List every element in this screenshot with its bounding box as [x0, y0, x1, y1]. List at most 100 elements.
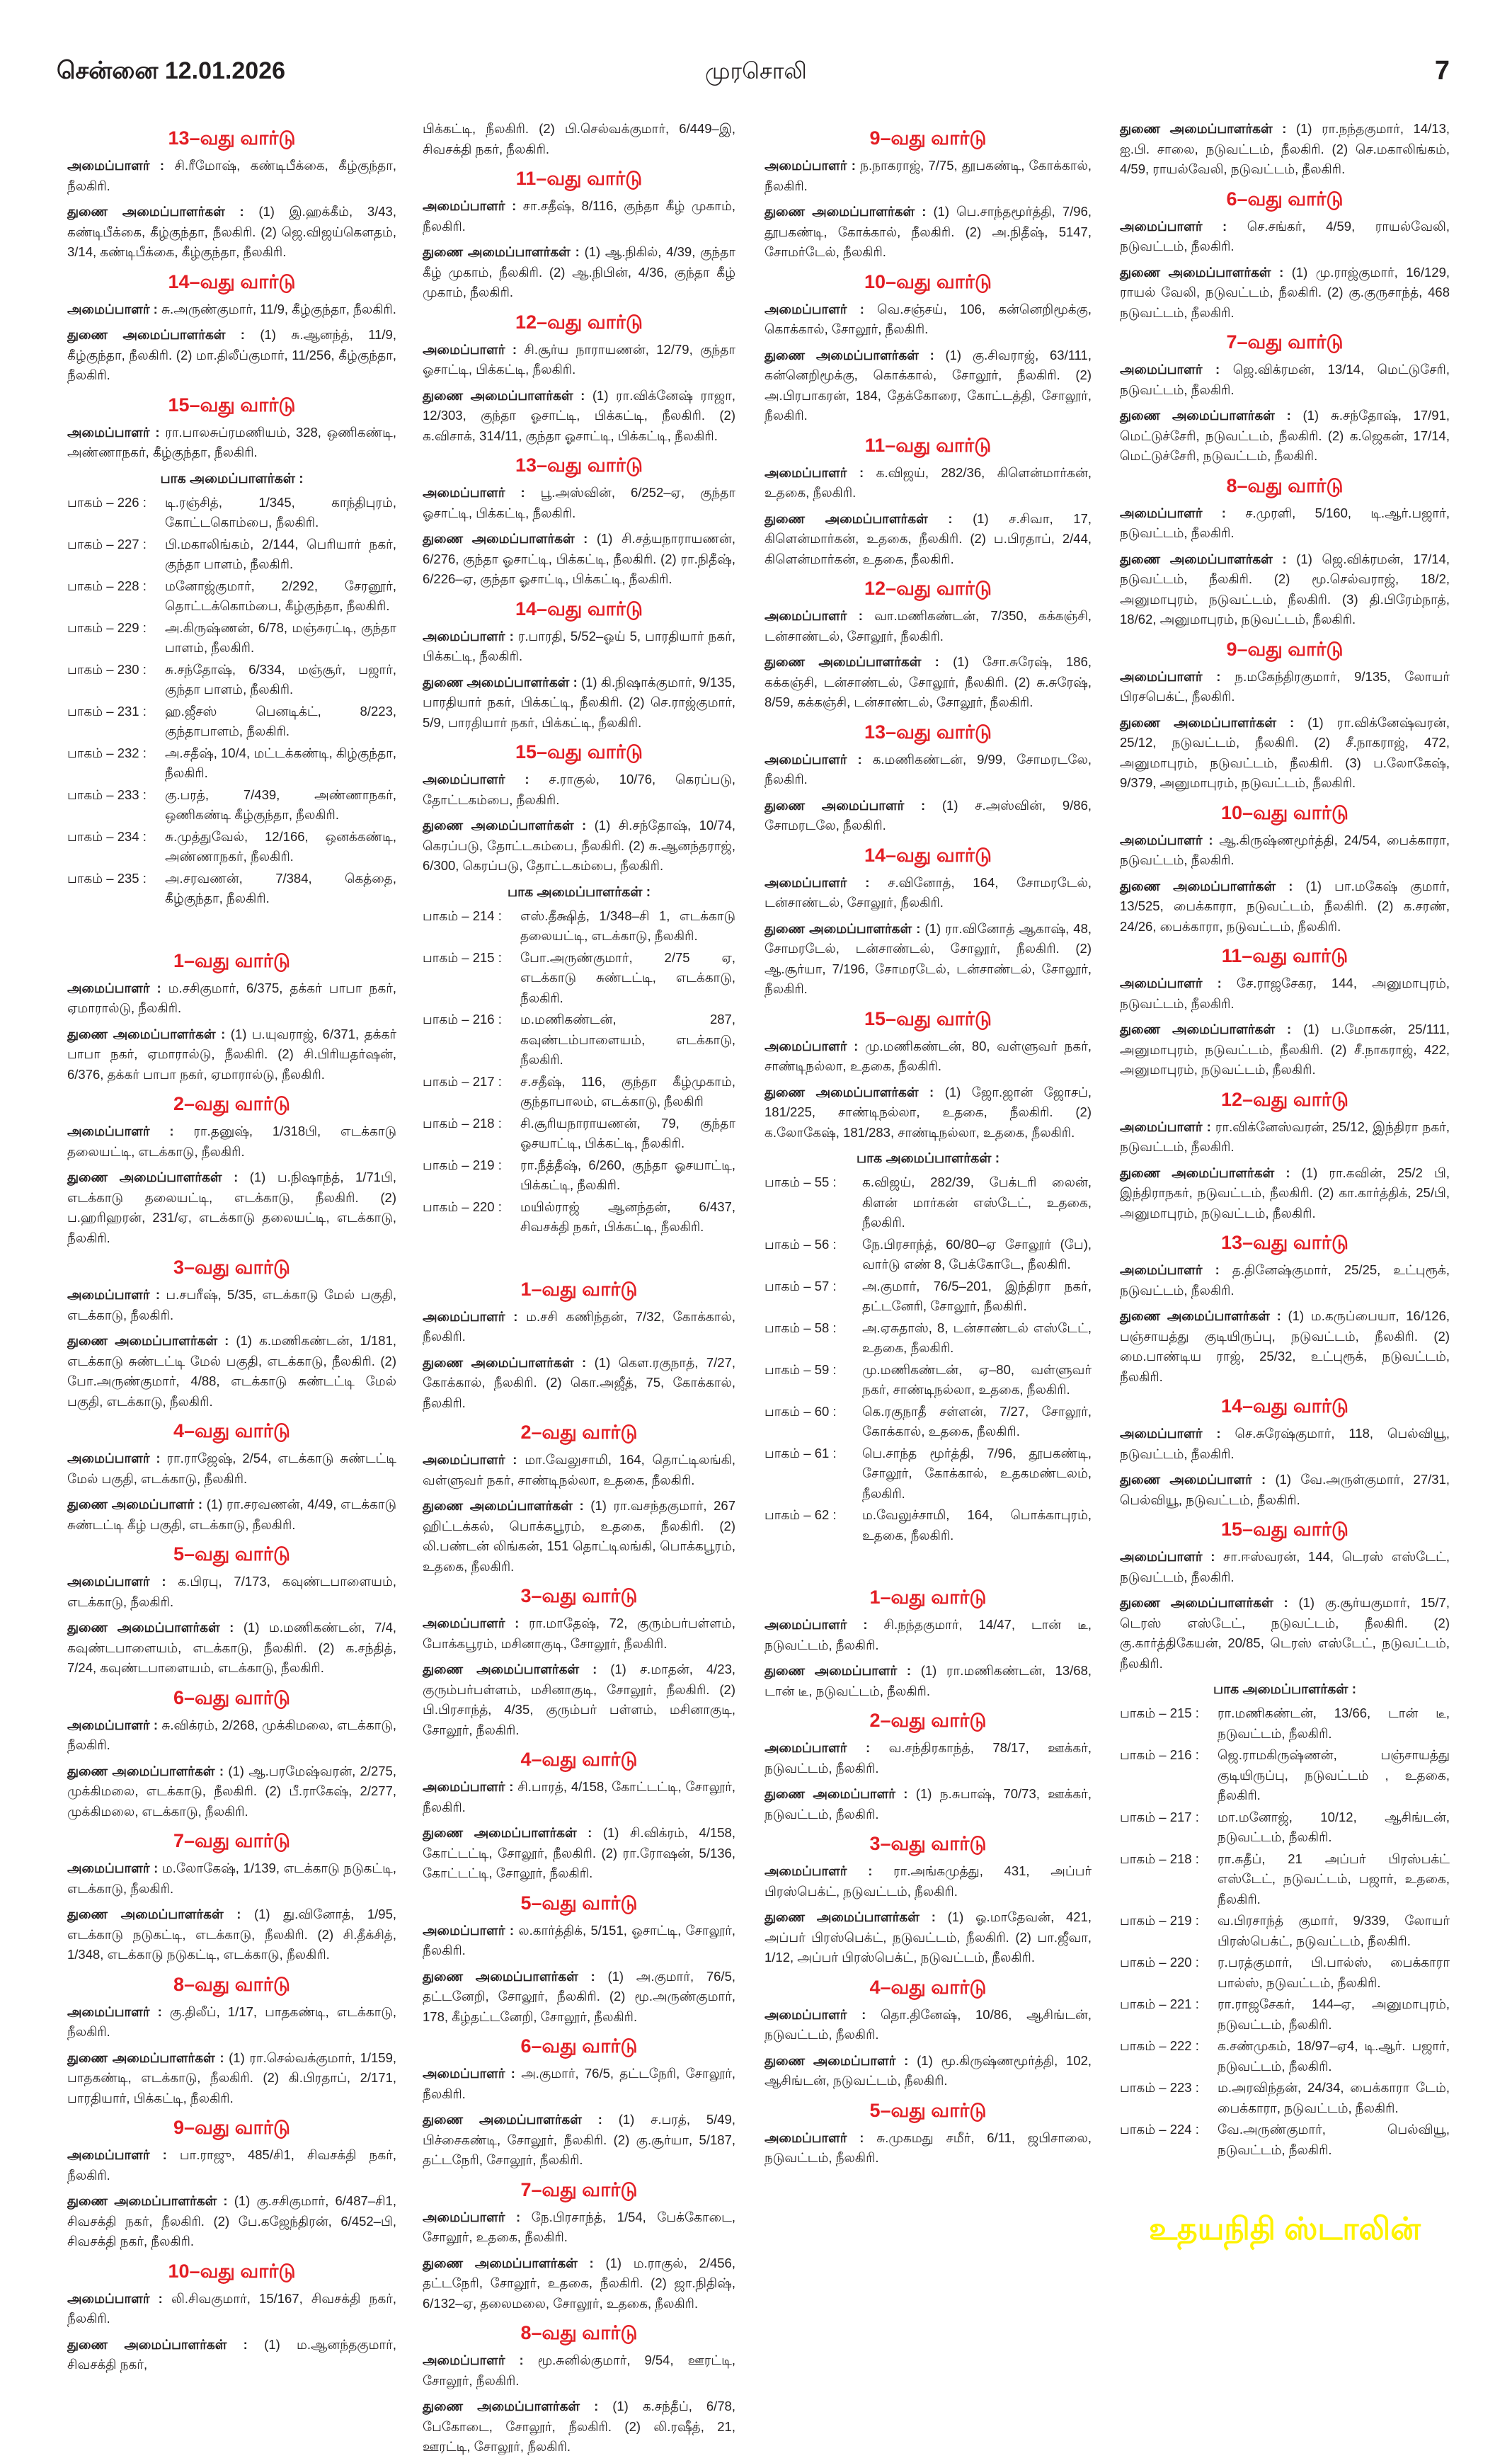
organiser-entry: துணை அமைப்பாளர்கள் : (1) ச.மாதன், 4/23, …: [423, 1659, 735, 1740]
organiser-entry: அமைப்பாளர் : க.பிரபு, 7/173, கவுண்டபாளைய…: [67, 1572, 396, 1612]
part-organiser-row: பாகம் – 220 : ர.பரத்குமார், பி.பால்ஸ், பை…: [1120, 1953, 1450, 1993]
role-label: துணை அமைப்பாளர்கள் :: [1120, 264, 1284, 280]
column-4-wrapper: துணை அமைப்பாளர்கள் : (1) ரா.நந்தகுமார், …: [1120, 119, 1450, 2249]
ward-heading: 10–வது வார்டு: [168, 2260, 296, 2282]
organiser-entry: அமைப்பாளர் : ம.சசிகுமார், 6/375, தக்கர் …: [67, 978, 396, 1019]
organiser-details: செ.சங்கர், 4/59, ராயல்வேலி, நடுவட்டம், ந…: [1120, 218, 1450, 254]
part-number: பாகம் – 215 :: [1120, 1705, 1199, 1720]
role-label: அமைப்பாளர் :: [423, 2066, 515, 2081]
organiser-entry: துணை அமைப்பாளர்கள் : (1) ஓ.மாதேவன், 421,…: [764, 1907, 1092, 1968]
ward-group: 1–வது வார்டு அமைப்பாளர் : ம.சசிகுமார், 6/…: [67, 949, 396, 2375]
organiser-entry: அமைப்பாளர் : ரா.மாதேஷ், 72, குரும்பர்பள்…: [423, 1613, 735, 1654]
ward-heading: 13–வது வார்டு: [515, 455, 643, 476]
part-organiser-row: பாகம் – 215 : போ.அருண்குமார், 2/75 ஏ, எடக…: [423, 948, 735, 1009]
organiser-details: ச.முரளி, 5/160, டி.ஆர்.பஜார், நடுவட்டம்,…: [1120, 505, 1450, 541]
role-label: துணை அமைப்பாளர்கள் :: [67, 2050, 224, 2065]
role-label: அமைப்பாளர் :: [67, 2147, 167, 2162]
organiser-details: மு.மணிகண்டன், 80, வள்ளுவர் நகர், சாண்டிந…: [764, 1038, 1092, 1074]
role-label: அமைப்பாளர் :: [423, 1452, 517, 1467]
organiser-details: கு.திலீப், 1/17, பாதகண்டி, எடக்காடு, நீல…: [67, 2004, 397, 2040]
part-organiser-details: மயில்ராஜ் ஆனந்தன், 6/437, சிவசக்தி நகர்,…: [520, 1199, 735, 1235]
part-organiser-details: ரா.சுதீப், 21 அப்பர் பிரஸ்பக்ட் எஸ்டேட்,…: [1218, 1851, 1450, 1907]
role-label: துணை அமைப்பாளர்கள் :: [67, 2336, 248, 2352]
part-organiser-row: பாகம் – 232 : அ.சதீஷ், 10/4, மட்டக்கண்டி,…: [67, 743, 396, 784]
role-label: அமைப்பாளர் :: [764, 301, 864, 316]
role-label: அமைப்பாளர் :: [1120, 362, 1220, 377]
organiser-entry: அமைப்பாளர் : த.தினேஷ்குமார், 25/25, உட்ப…: [1120, 1260, 1450, 1301]
role-label: அமைப்பாளர் :: [764, 158, 856, 173]
part-number: பாகம் – 55 :: [764, 1175, 837, 1189]
part-number: பாகம் – 220 :: [423, 1199, 502, 1214]
organiser-details: சா.ஈஸ்வரன், 144, டெரஸ் எஸ்டேட், நடுவட்டம…: [1120, 1549, 1450, 1584]
part-number: பாகம் – 220 :: [1120, 1955, 1199, 1970]
organiser-entry: துணை அமைப்பாளர்கள் : (1) ஆ.பரமேஷ்வரன், 2…: [67, 1761, 396, 1822]
organiser-details: ஜெ.விக்ரமன், 13/14, மெட்டுசேரி, நடுவட்டம…: [1120, 362, 1450, 397]
organiser-details: நே.பிரசாந்த், 1/54, பேக்கோடை, சோலூர், உத…: [423, 2209, 736, 2245]
signature: உதயநிதி ஸ்டாலின்: [1149, 2212, 1421, 2246]
part-organiser-details: அ.சதீஷ், 10/4, மட்டக்கண்டி, கிழ்குந்தா, …: [165, 745, 396, 781]
organiser-details: ம.சசி கணிந்தன், 7/32, கோக்கால், நீலகிரி.: [423, 1308, 736, 1344]
role-label: துணை அமைப்பாளர்கள் :: [423, 387, 585, 403]
role-label: அமைப்பாளர் :: [67, 2004, 162, 2019]
part-organiser-details: ஹ.ஜீசஸ் பெனடிக்ட், 8/223, குந்தாபாளம், ந…: [165, 703, 396, 739]
organiser-entry: அமைப்பாளர் : ல.கார்த்திக், 5/151, ஓசாட்ட…: [423, 1921, 735, 1961]
column-2: பிக்கட்டி, நீலகிரி. (2) பி.செல்வக்குமார்…: [423, 119, 735, 2463]
ward-heading: 8–வது வார்டு: [173, 1973, 290, 1995]
part-organiser-row: பாகம் – 222 : க.சண்முகம், 18/97–ஏ4, டி.ஆர…: [1120, 2036, 1450, 2076]
role-label: அமைப்பாளர் :: [1120, 1426, 1221, 1441]
ward-heading: 15–வது வார்டு: [864, 1007, 992, 1029]
ward-heading: 6–வது வார்டு: [520, 2035, 638, 2057]
organiser-details: (1) பா.மகேஷ் குமார், 13/525, பைக்காரா, ந…: [1120, 878, 1450, 934]
role-label: அமைப்பாளர் :: [1120, 668, 1221, 684]
part-organiser-details: வே.அருண்குமார், பெல்வியூ, நடுவட்டம், நீல…: [1218, 2122, 1450, 2157]
organiser-entry: துணை அமைப்பாளர்கள் : (1) கு.சசிகுமார், 6…: [67, 2191, 396, 2252]
organiser-details: (1) ரா.கவின், 25/2 பி, இந்திராநகர், நடுவ…: [1120, 1165, 1450, 1221]
organiser-details: ச.ராகுல், 10/76, கெரப்படு, தோட்டகம்பை, ந…: [423, 772, 736, 807]
organiser-details: (1) ஜெ.விக்ரமன், 17/14, நடுவட்டம், நீலகி…: [1120, 551, 1450, 627]
organiser-entry: அமைப்பாளர் : லி.சிவகுமார், 15/167, சிவசக…: [67, 2289, 396, 2329]
organiser-details: சி.சூர்ய நாராயணன், 12/79, குந்தா ஓசாட்டி…: [423, 341, 735, 377]
part-organiser-details: ம.மணிகண்டன், 287, கவுண்டம்பாளையம், எடக்க…: [520, 1012, 735, 1067]
organiser-details: ரா.தனுஷ், 1/318பி, எடக்காடு தலையட்டி, எட…: [67, 1124, 397, 1159]
part-organiser-details: பெ.சாந்த மூர்த்தி, 7/96, தூபகண்டி, சோலூர…: [862, 1445, 1092, 1501]
organiser-details: சி.ரீமோஷ், கண்டிபீக்கை, கீழ்குந்தா, நீலக…: [67, 158, 397, 193]
part-number: பாகம் – 219 :: [423, 1157, 502, 1172]
organiser-entry: துணை அமைப்பாளர்கள் : (1) து.வினோத், 1/95…: [67, 1904, 396, 1965]
organiser-entry: துணை அமைப்பாளர்கள் : (1) ரா.வினோத் ஆகாஷ்…: [764, 919, 1092, 1000]
organiser-details: ச.வினோத், 164, சோமரடேல், டன்சாண்டல், சோல…: [764, 874, 1092, 910]
role-label: துணை அமைப்பாளர் :: [764, 1786, 908, 1801]
ward-heading: 13–வது வார்டு: [168, 127, 296, 149]
organiser-entry: அமைப்பாளர் : சே.ராஜசேகர, 144, அனுமாபுரம்…: [1120, 973, 1450, 1014]
organiser-entry: துணை அமைப்பாளர்கள் : (1) ஜோ.ஜான் ஜோசப், …: [764, 1082, 1092, 1143]
organiser-entry: துணை அமைப்பாளர் : (1) மூ.கிருஷ்ணமூர்த்தி…: [764, 2051, 1092, 2091]
part-organiser-row: பாகம் – 62 : ம.வேலுச்சாமி, 164, பொக்காபுர…: [764, 1505, 1092, 1545]
role-label: அமைப்பாளர் :: [67, 980, 161, 995]
organiser-details: (1) ரா.விக்னேஷ் ராஜா, 12/303, குந்தா ஓசா…: [423, 387, 736, 443]
ward-heading: 4–வது வார்டு: [869, 1976, 987, 1998]
ward-heading: 9–வது வார்டு: [173, 2117, 290, 2138]
part-organiser-row: பாகம் – 217 : ச.சதீஷ், 116, குந்தா கீழ்மு…: [423, 1072, 735, 1112]
organiser-entry: துணை அமைப்பாளர்கள் : (1) மு.ராஜ்குமார், …: [1120, 263, 1450, 324]
organiser-details: (1) து.வினோத், 1/95, எடக்காடு நடுகட்டி, …: [67, 1907, 396, 1962]
role-label: அமைப்பாளர் :: [67, 1124, 174, 1138]
organiser-details: (1) ஆ.நிகில், 4/39, குந்தா கீழ் முகாம், …: [423, 244, 736, 299]
organiser-entry: துணை அமைப்பாளர்கள் : (1) கு.சிவராஜ், 63/…: [764, 345, 1092, 426]
role-label: துணை அமைப்பாளர்கள் :: [67, 1333, 229, 1348]
page-number: 7: [1434, 56, 1450, 86]
role-label: துணை அமைப்பாளர் :: [764, 2052, 909, 2068]
part-number: பாகம் – 224 :: [1120, 2122, 1199, 2137]
part-organiser-row: பாகம் – 220 : மயில்ராஜ் ஆனந்தன், 6/437, ச…: [423, 1197, 735, 1238]
organiser-details: ம.சசிகுமார், 6/375, தக்கர் பாபா நகர், ஏம…: [67, 980, 397, 1016]
organiser-details: ரா.ராஜேஷ், 2/54, எடக்காடு சுண்டட்டி மேல்…: [67, 1451, 397, 1486]
organiser-entry: துணை அமைப்பாளர்கள் : (1) சி.விக்ரம், 4/1…: [423, 1823, 735, 1884]
role-label: அமைப்பாளர் :: [67, 424, 160, 440]
organiser-details: (1) இ.ஹக்கீம், 3/43, கண்டிபீக்கை, கீழ்கு…: [67, 204, 396, 259]
role-label: அமைப்பாளர் :: [1120, 976, 1222, 990]
organiser-details: வெ.சஞ்சய், 106, கன்னெறிமூக்கு, கொக்கால்,…: [764, 301, 1092, 337]
part-number: பாகம் – 59 :: [764, 1361, 837, 1377]
part-number: பாகம் – 216 :: [1120, 1747, 1199, 1762]
organiser-entry: துணை அமைப்பாளர்கள் : (1) இ.ஹக்கீம், 3/43…: [67, 202, 396, 263]
organiser-details: ல.கார்த்திக், 5/151, ஓசாட்டி, சோலூர், நீ…: [423, 1922, 736, 1958]
role-label: அமைப்பாளர் :: [423, 1616, 520, 1630]
role-label: அமைப்பாளர் :: [764, 1740, 871, 1755]
